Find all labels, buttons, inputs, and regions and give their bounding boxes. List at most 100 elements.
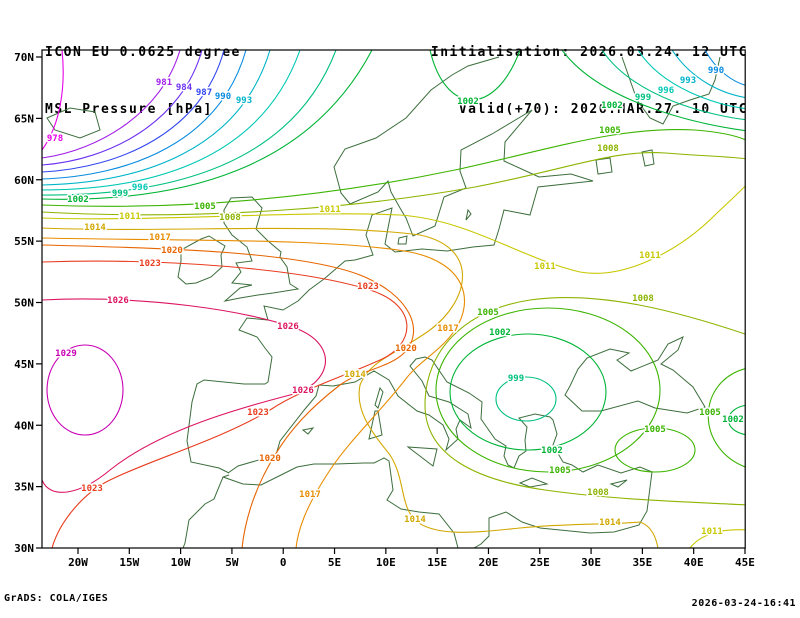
contour-label: 1011 [534,262,556,272]
coastline [397,235,408,245]
model-title: ICON EU 0.0625 degree [45,45,241,60]
map-frame [41,49,746,549]
isobar-999 [42,50,337,196]
contour-label: 1002 [489,328,511,338]
init-time-label: Initialisation: 2026.03.24. 12 UTC [430,45,748,60]
contour-label: 1029 [55,349,77,359]
isobar-1005 [614,427,696,473]
isobar-984 [42,50,203,166]
lat-tick-label: 65N [14,112,34,125]
contour-label: 1002 [457,97,479,107]
isobar-1002 [429,50,521,101]
coastline [641,149,655,167]
isobar-978 [42,50,64,151]
contour-label: 1014 [599,518,621,528]
isobar-990 [704,50,746,86]
isobar-1026 [42,298,326,493]
contour-label: 999 [112,189,128,199]
contour-label: 1023 [247,408,269,418]
lon-tick-label: 5W [225,556,239,569]
contour-label: 1008 [632,294,654,304]
contour-label: 1017 [149,233,171,243]
contour-label: 999 [635,93,651,103]
contour-label: 1002 [601,101,623,111]
contour-label: 1011 [119,212,141,222]
contour-label: 1008 [597,144,619,154]
lon-tick-label: 20W [68,556,88,569]
lon-tick-label: 5E [328,556,341,569]
contour-label: 996 [132,183,148,193]
contour-label: 1011 [701,527,723,537]
contour-label: 1002 [541,446,563,456]
contour-label: 993 [680,76,696,86]
contour-label: 1014 [344,370,366,380]
contour-label: 990 [215,92,231,102]
isobar-1023 [42,260,408,548]
coastline [182,474,230,548]
isobar-996 [637,50,746,110]
isobar-999 [601,50,746,121]
coastline [564,336,706,414]
isobar-1014 [42,227,659,548]
contour-label: 1002 [67,195,89,205]
contour-label: 987 [196,88,212,98]
isobar-1002 [561,50,746,132]
contour-label: 1020 [259,454,281,464]
contour-label: 1017 [299,490,321,500]
contour-label: 984 [176,83,193,93]
contour-label: 1005 [699,408,721,418]
isobar-1005 [707,368,746,468]
isobar-1017 [42,237,465,548]
contour-label: 1005 [599,126,621,136]
contour-label: 1011 [639,251,661,261]
coastline [595,157,613,175]
lat-tick-label: 60N [14,174,34,187]
lon-tick-label: 35E [632,556,652,569]
lon-tick-label: 30E [581,556,601,569]
contour-label: 1008 [219,213,241,223]
lat-tick-label: 50N [14,297,34,310]
isobar-987 [42,50,225,173]
lon-tick-label: 45E [735,556,755,569]
coastline [301,427,315,435]
contour-label: 1014 [84,223,106,233]
isobar-990 [42,50,247,180]
lat-tick-label: 70N [14,51,34,64]
isobar-999 [495,376,557,422]
contour-label: 1008 [587,488,609,498]
field-title: MSL Pressure [hPa] [45,102,213,117]
contour-label: 978 [47,134,63,144]
contour-label: 1005 [194,202,216,212]
contour-label: 1020 [395,344,417,354]
lon-tick-label: 25E [530,556,550,569]
coastline [374,386,384,409]
contour-label: 1014 [404,515,426,525]
coastline [621,56,721,125]
lon-tick-label: 20E [479,556,499,569]
coastline [518,477,549,488]
contour-label: 993 [236,96,252,106]
contour-label: 1002 [722,415,744,425]
isobar-1005 [42,128,746,207]
lat-tick-label: 40N [14,419,34,432]
contour-label: 1005 [644,425,666,435]
contour-label: 1011 [319,205,341,215]
contour-label: 1020 [161,246,183,256]
coastline [177,235,226,285]
axes: 70N 65N 60N 55N 50N 45N 40N 35N 30N 20W 15W 10W 5W 0 5… [14,51,755,569]
lat-tick-label: 45N [14,358,34,371]
lon-tick-label: 0 [280,556,287,569]
lon-tick-label: 40E [684,556,704,569]
isobar-996 [42,50,301,191]
isobar-1002 [728,405,746,435]
contour-label: 999 [508,374,524,384]
isobar-1002 [42,50,373,200]
lon-tick-label: 10E [376,556,396,569]
coastline [406,446,438,467]
isobars [42,50,746,548]
isobar-1002 [449,333,607,451]
contour-label: 1017 [437,324,459,334]
contour-label: 1005 [549,466,571,476]
